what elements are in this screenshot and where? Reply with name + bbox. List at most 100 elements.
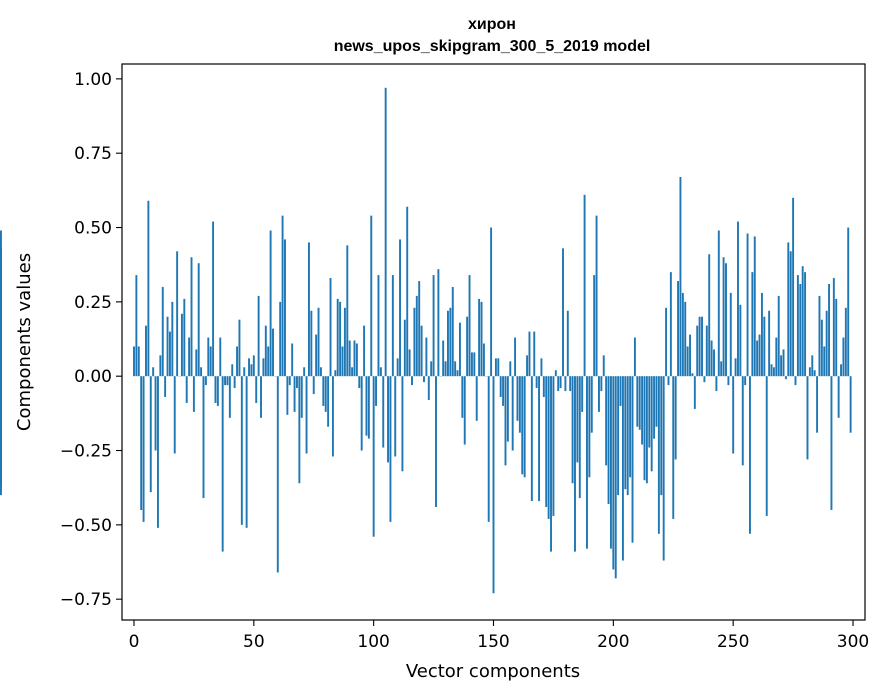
- bar-200: [612, 376, 615, 570]
- bar-205: [624, 376, 627, 490]
- bar-275: [792, 197, 795, 377]
- bar-132: [449, 307, 452, 377]
- bar-98: [367, 376, 370, 439]
- bar-320: [0, 266, 2, 377]
- bar-112: [401, 376, 404, 472]
- bar-56: [267, 346, 270, 377]
- bar-124: [430, 361, 433, 377]
- bar-89: [346, 245, 349, 377]
- bar-11: [159, 355, 162, 377]
- bar-39: [226, 376, 229, 386]
- bar-25: [192, 376, 195, 412]
- bar-14: [166, 316, 169, 377]
- bar-84: [334, 370, 337, 377]
- bar-136: [458, 322, 461, 377]
- bar-278: [799, 284, 802, 377]
- bar-211: [638, 376, 641, 430]
- y-tick-label: −0.50: [60, 516, 112, 536]
- bar-93: [355, 343, 358, 377]
- bar-273: [787, 242, 790, 377]
- bar-217: [653, 376, 656, 439]
- bar-180: [564, 376, 567, 392]
- bar-295: [840, 364, 842, 377]
- bar-21: [183, 298, 186, 377]
- bar-234: [693, 376, 696, 409]
- bar-7: [149, 376, 152, 493]
- bar-170: [540, 358, 543, 377]
- x-tick-label: 200: [597, 632, 629, 652]
- bar-209: [633, 337, 636, 377]
- bar-31: [207, 337, 210, 377]
- bar-196: [602, 355, 605, 377]
- bar-227: [677, 281, 680, 377]
- bar-321: [0, 361, 2, 377]
- bar-194: [598, 376, 600, 412]
- bar-109: [394, 376, 397, 457]
- bar-153: [499, 376, 502, 397]
- bar-115: [408, 349, 411, 377]
- bar-17: [173, 376, 176, 454]
- bar-270: [780, 355, 783, 377]
- bar-161: [518, 376, 521, 433]
- bar-154: [502, 376, 505, 406]
- x-tick-label: 100: [357, 632, 389, 652]
- bar-208: [631, 376, 634, 543]
- bar-241: [710, 340, 713, 377]
- bar-289: [825, 310, 828, 377]
- bar-133: [451, 286, 454, 377]
- bar-48: [248, 358, 250, 377]
- bar-43: [236, 346, 239, 377]
- bar-274: [789, 251, 792, 377]
- bar-183: [571, 376, 574, 484]
- bar-299: [849, 376, 852, 433]
- bar-290: [828, 284, 831, 377]
- bar-95: [360, 376, 363, 451]
- bar-122: [425, 337, 428, 377]
- bar-168: [535, 376, 538, 389]
- y-axis-ticks: −0.75 −0.50 −0.25 0.00 0.25 0.50 0.75 1.00: [60, 70, 122, 610]
- chart-title: хирон: [468, 16, 516, 33]
- bar-181: [566, 310, 569, 377]
- bar-38: [224, 376, 227, 386]
- bar-149: [490, 227, 493, 377]
- bar-195: [600, 376, 603, 392]
- bar-30: [204, 376, 207, 386]
- bar-45: [240, 376, 243, 525]
- bar-53: [260, 376, 262, 418]
- bar-55: [264, 325, 267, 377]
- bar-276: [794, 376, 797, 386]
- bar-284: [813, 370, 816, 377]
- bar-83: [331, 376, 334, 457]
- bar-165: [528, 331, 531, 377]
- bar-75: [312, 376, 315, 395]
- bar-97: [365, 376, 368, 436]
- bar-187: [581, 376, 584, 412]
- bar-163: [523, 376, 526, 478]
- bar-65: [288, 376, 291, 386]
- bar-248: [727, 376, 730, 386]
- bar-71: [303, 367, 306, 377]
- bar-106: [387, 376, 389, 463]
- bar-238: [703, 376, 706, 383]
- bar-192: [593, 275, 596, 377]
- y-axis-label: Components values: [14, 253, 35, 431]
- bar-63: [284, 239, 286, 377]
- bar-76: [315, 334, 318, 377]
- y-tick-label: 0.00: [74, 367, 112, 387]
- bar-277: [796, 275, 799, 377]
- bar-27: [197, 263, 200, 377]
- bar-167: [533, 331, 536, 377]
- bar-251: [734, 358, 737, 377]
- bar-158: [511, 376, 514, 451]
- bar-145: [480, 301, 483, 377]
- bar-57: [269, 230, 272, 377]
- bar-60: [276, 376, 279, 573]
- bar-286: [818, 295, 821, 377]
- bar-78: [319, 367, 322, 377]
- bar-123: [427, 376, 430, 400]
- bar-114: [406, 206, 409, 377]
- bar-80: [324, 376, 327, 412]
- bar-1: [135, 275, 138, 377]
- bar-110: [396, 358, 399, 377]
